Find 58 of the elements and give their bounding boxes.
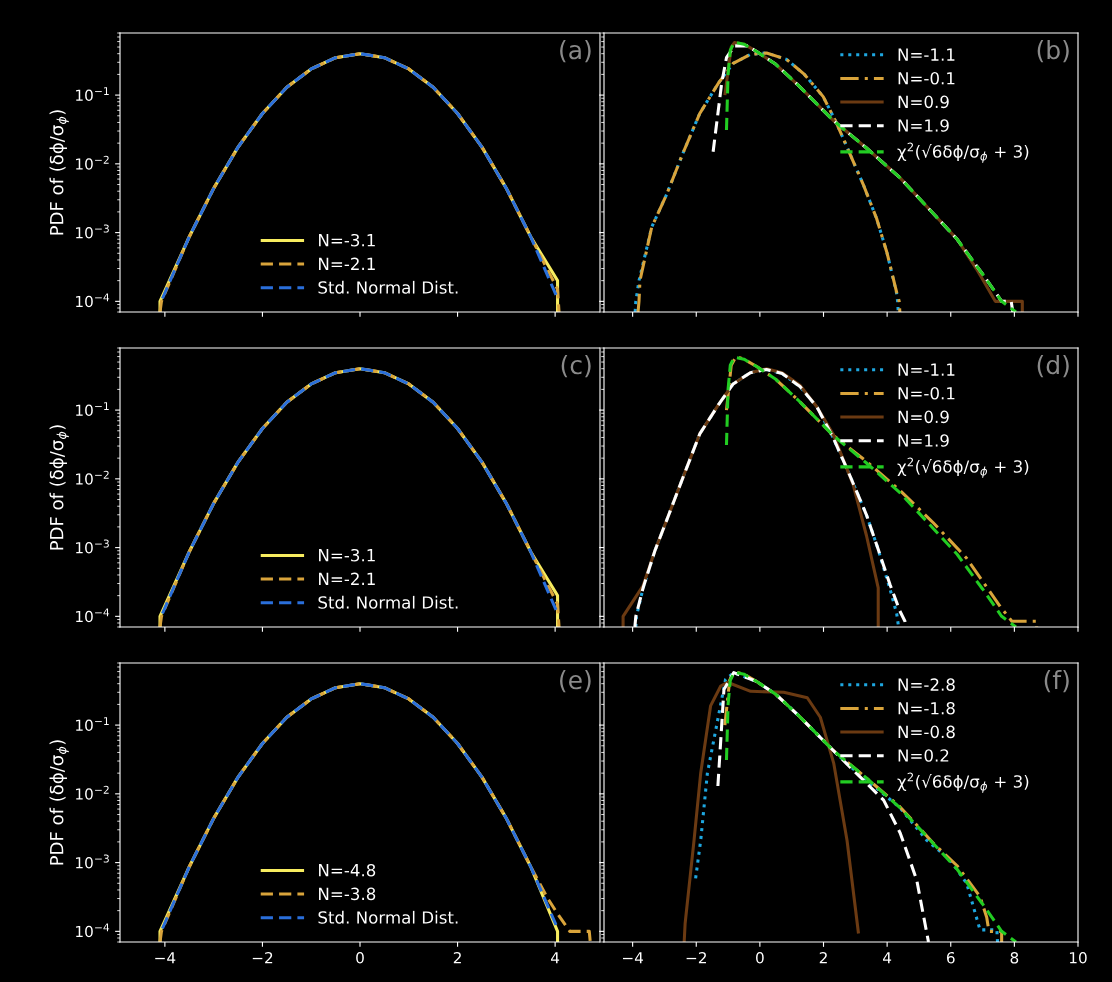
legend-label: N=1.9 — [898, 434, 949, 447]
x-tick-label: 10 — [1069, 951, 1087, 964]
legend-label: N=-2.1 — [319, 257, 375, 270]
legend-label: χ$^{2}$(√6δϕ/σ$_{ϕ}$ + 3) — [897, 772, 1029, 793]
legend-label: N=-4.8 — [319, 863, 376, 877]
x-tick-label: 8 — [1010, 951, 1019, 964]
x-tick-label: 6 — [946, 951, 955, 964]
legend-label: N=-2.1 — [319, 572, 375, 585]
y-tick-label: 10$^{−3}$ — [76, 224, 109, 239]
legend-label: Std. Normal Dist. — [318, 595, 458, 609]
y-tick-label: 10$^{−2}$ — [76, 785, 109, 800]
legend-label: N=1.9 — [898, 119, 949, 132]
x-tick-label: −2 — [252, 951, 273, 964]
x-tick-label: 0 — [756, 951, 764, 964]
legend-label: χ$^{2}$(√6δϕ/σ$_{ϕ}$ + 3) — [897, 457, 1029, 478]
y-tick-label: 10$^{−4}$ — [76, 293, 110, 308]
y-tick-label: 10$^{−3}$ — [76, 854, 109, 869]
legend-label: N=-1.1 — [898, 48, 955, 61]
y-axis-title: PDF of (δϕ/σ$_{ϕ}$) — [49, 110, 69, 235]
legend-label: N=-3.1 — [319, 548, 375, 562]
y-tick-label: 10$^{−1}$ — [76, 717, 109, 732]
y-tick-label: 10$^{−4}$ — [76, 608, 110, 623]
x-tick-label: 2 — [819, 951, 827, 964]
y-axis-title: PDF of (δϕ/σ$_{ϕ}$) — [49, 740, 69, 865]
legend-label: N=-1.1 — [898, 363, 955, 376]
x-tick-label: 4 — [551, 952, 560, 964]
y-tick-label: 10$^{−1}$ — [76, 87, 109, 102]
annotation: (a) — [560, 40, 591, 63]
annotation: (c) — [561, 355, 591, 378]
legend-label: N=0.9 — [898, 410, 949, 424]
y-tick-label: 10$^{−3}$ — [76, 539, 109, 554]
x-tick-label: −4 — [622, 952, 644, 964]
y-axis-title: PDF of (δϕ/σ$_{ϕ}$) — [49, 425, 69, 550]
legend-label: N=-2.8 — [898, 678, 955, 691]
legend-label: N=-3.8 — [319, 887, 376, 901]
x-tick-label: −2 — [686, 951, 706, 964]
legend-label: N=0.9 — [898, 95, 949, 109]
annotation: (f) — [1044, 669, 1069, 693]
y-tick-label: 10$^{−2}$ — [76, 470, 109, 485]
x-tick-label: −4 — [155, 952, 176, 964]
x-tick-label: 2 — [453, 951, 461, 964]
x-tick-label: 4 — [883, 952, 892, 964]
annotation: (b) — [1037, 39, 1069, 63]
legend-label: N=-3.1 — [319, 233, 375, 247]
legend-label: Std. Normal Dist. — [318, 280, 458, 294]
legend-label: χ$^{2}$(√6δϕ/σ$_{ϕ}$ + 3) — [897, 142, 1029, 163]
y-tick-label: 10$^{−1}$ — [76, 402, 109, 417]
legend-label: N=-0.1 — [898, 386, 955, 400]
legend-label: N=-1.8 — [898, 701, 955, 715]
legend-label: N=-0.8 — [898, 725, 955, 739]
y-tick-label: 10$^{−4}$ — [76, 923, 110, 938]
x-tick-label: 0 — [356, 951, 364, 964]
annotation: (d) — [1037, 354, 1069, 378]
annotation: (e) — [560, 670, 591, 693]
legend-label: N=0.2 — [898, 749, 949, 762]
legend-label: Std. Normal Dist. — [318, 910, 458, 924]
y-tick-label: 10$^{−2}$ — [76, 155, 109, 170]
legend-label: N=-0.1 — [898, 71, 955, 85]
